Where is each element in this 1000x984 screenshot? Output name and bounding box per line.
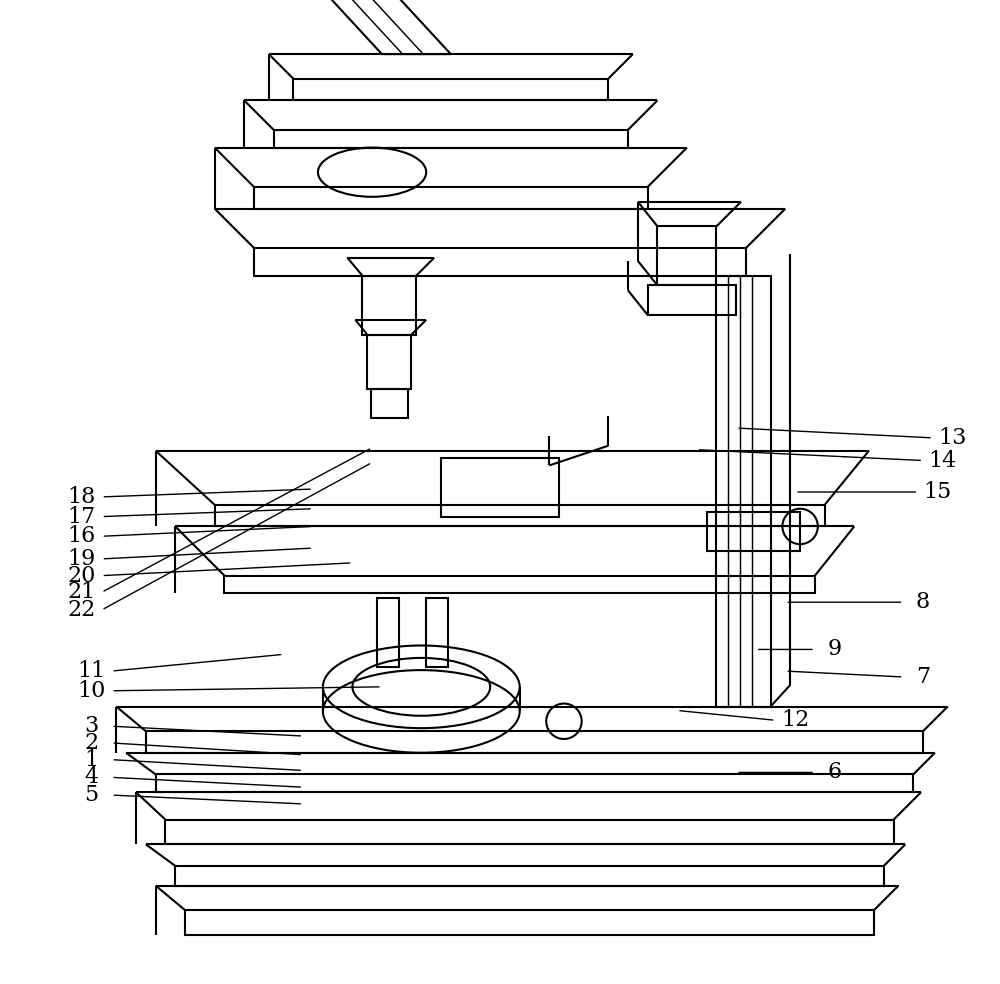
Bar bbox=[371, 389, 408, 418]
Text: 13: 13 bbox=[938, 427, 967, 449]
Bar bbox=[224, 576, 815, 593]
Text: 12: 12 bbox=[781, 709, 809, 731]
Text: 20: 20 bbox=[68, 565, 96, 586]
Bar bbox=[716, 276, 771, 707]
Bar bbox=[175, 866, 884, 886]
Bar bbox=[293, 79, 608, 100]
Bar bbox=[254, 187, 648, 209]
Bar bbox=[215, 505, 825, 526]
Text: 9: 9 bbox=[827, 639, 842, 660]
Bar bbox=[165, 820, 894, 844]
Bar bbox=[185, 910, 874, 935]
Text: 5: 5 bbox=[85, 784, 99, 806]
Bar bbox=[426, 598, 448, 667]
Text: 1: 1 bbox=[85, 749, 99, 770]
Text: 22: 22 bbox=[68, 599, 96, 621]
Bar bbox=[441, 458, 559, 517]
Bar bbox=[707, 512, 800, 551]
Text: 14: 14 bbox=[929, 450, 957, 471]
Bar bbox=[362, 276, 416, 335]
Bar bbox=[377, 598, 399, 667]
Text: 21: 21 bbox=[68, 582, 96, 603]
Text: 10: 10 bbox=[77, 680, 106, 702]
Text: 11: 11 bbox=[78, 660, 106, 682]
Bar bbox=[274, 130, 628, 148]
Bar bbox=[367, 335, 411, 389]
Bar bbox=[657, 226, 716, 285]
Text: 15: 15 bbox=[924, 481, 952, 503]
Text: 18: 18 bbox=[68, 486, 96, 508]
Text: 19: 19 bbox=[68, 548, 96, 570]
Text: 3: 3 bbox=[85, 715, 99, 737]
Text: 17: 17 bbox=[68, 506, 96, 527]
Text: 8: 8 bbox=[916, 591, 930, 613]
Text: 16: 16 bbox=[68, 525, 96, 547]
Text: 6: 6 bbox=[827, 762, 842, 783]
Bar bbox=[146, 731, 923, 753]
Text: 4: 4 bbox=[85, 767, 99, 788]
Text: 7: 7 bbox=[916, 666, 930, 688]
Text: 2: 2 bbox=[85, 732, 99, 754]
Bar bbox=[254, 248, 746, 276]
Bar bbox=[648, 285, 736, 315]
Bar bbox=[156, 774, 913, 792]
